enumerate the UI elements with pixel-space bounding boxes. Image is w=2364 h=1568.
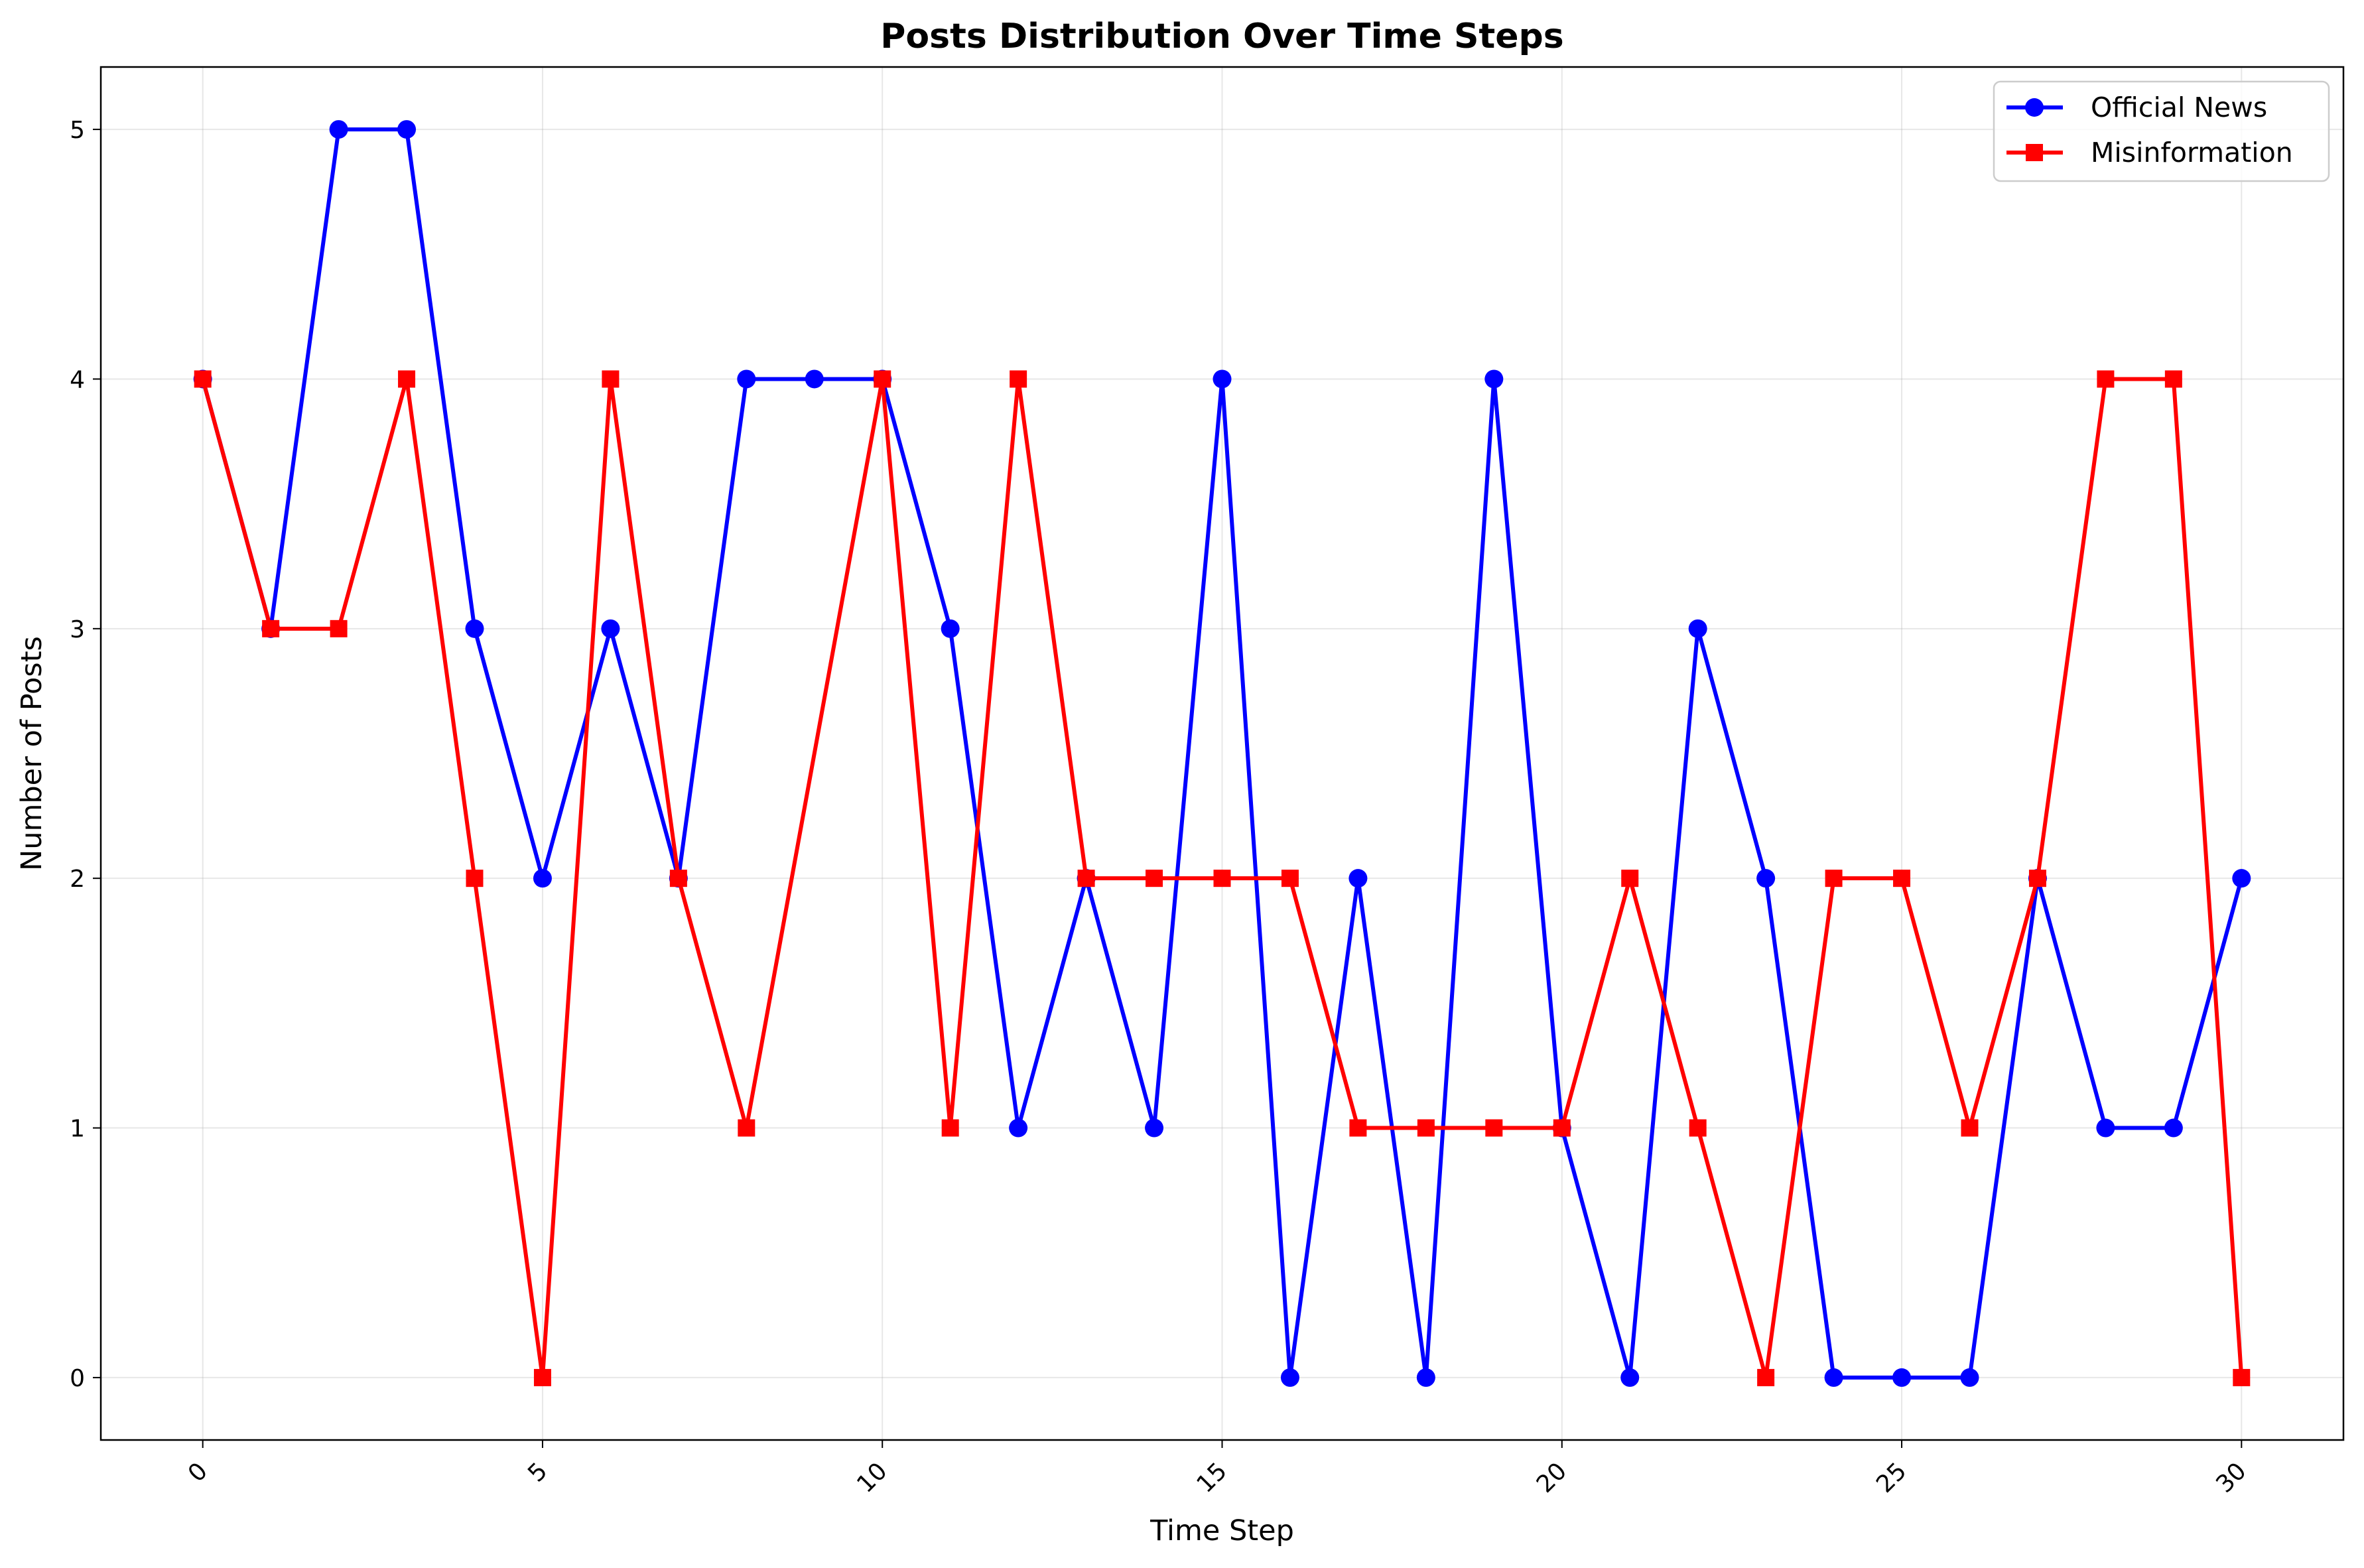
data-point-misinformation — [1961, 1119, 1979, 1137]
y-tick-label: 3 — [70, 616, 85, 643]
data-point-official-news — [1688, 619, 1707, 638]
data-point-official-news — [1892, 1368, 1912, 1387]
y-tick-label: 0 — [70, 1365, 85, 1392]
data-point-misinformation — [1213, 870, 1231, 887]
series-misinformation — [194, 370, 2251, 1386]
y-tick-label: 4 — [70, 366, 85, 393]
legend-label-misinformation: Misinformation — [2091, 137, 2293, 168]
series-layer — [193, 120, 2251, 1387]
x-axis-label: Time Step — [1149, 1514, 1294, 1547]
data-point-misinformation — [466, 870, 484, 887]
legend-marker-official-news — [2025, 98, 2044, 117]
series-line-misinformation — [200, 377, 2244, 1380]
y-tick-label: 2 — [70, 866, 85, 893]
data-point-misinformation — [1553, 1119, 1571, 1137]
data-point-official-news — [1620, 1368, 1640, 1387]
legend: Official News Misinformation — [1993, 80, 2330, 182]
data-point-official-news — [2164, 1118, 2183, 1138]
data-point-misinformation — [1825, 870, 1843, 887]
data-point-misinformation — [1281, 870, 1299, 887]
data-point-official-news — [1824, 1368, 1843, 1387]
y-tick-label: 1 — [70, 1116, 85, 1143]
data-point-misinformation — [1417, 1119, 1435, 1137]
legend-box — [1993, 80, 2330, 182]
chart-title: Posts Distribution Over Time Steps — [880, 17, 1563, 56]
data-point-misinformation — [874, 370, 891, 388]
data-point-misinformation — [398, 370, 416, 388]
data-point-misinformation — [2028, 870, 2046, 887]
data-point-official-news — [2096, 1118, 2115, 1138]
data-point-official-news — [941, 619, 960, 638]
data-point-official-news — [533, 869, 552, 888]
data-point-misinformation — [2233, 1368, 2251, 1386]
data-point-official-news — [1484, 369, 1504, 389]
y-axis-label: Number of Posts — [15, 636, 48, 871]
data-point-misinformation — [669, 870, 687, 887]
data-point-official-news — [601, 619, 620, 638]
data-point-official-news — [1756, 869, 1776, 888]
data-point-misinformation — [262, 620, 280, 637]
data-point-misinformation — [194, 370, 212, 388]
data-point-official-news — [1145, 1118, 1164, 1138]
data-point-official-news — [1348, 869, 1368, 888]
data-point-official-news — [397, 120, 417, 139]
data-point-misinformation — [738, 1119, 755, 1137]
data-point-misinformation — [2097, 370, 2115, 388]
data-point-misinformation — [1485, 1119, 1503, 1137]
data-point-misinformation — [941, 1119, 959, 1137]
data-point-official-news — [329, 120, 348, 139]
data-point-official-news — [1213, 369, 1232, 389]
data-point-misinformation — [1010, 370, 1027, 388]
data-point-misinformation — [2164, 370, 2182, 388]
data-point-misinformation — [1621, 870, 1639, 887]
data-point-official-news — [1416, 1368, 1435, 1387]
data-point-official-news — [805, 369, 824, 389]
data-point-misinformation — [1077, 870, 1095, 887]
data-point-misinformation — [602, 370, 620, 388]
data-point-misinformation — [533, 1368, 551, 1386]
data-point-misinformation — [330, 620, 348, 637]
data-point-official-news — [1009, 1118, 1028, 1138]
data-point-misinformation — [1146, 870, 1163, 887]
data-point-official-news — [1960, 1368, 1979, 1387]
data-point-misinformation — [1893, 870, 1911, 887]
data-point-official-news — [737, 369, 756, 389]
data-point-misinformation — [1349, 1119, 1367, 1137]
data-point-misinformation — [1757, 1368, 1775, 1386]
legend-label-official-news: Official News — [2091, 92, 2267, 123]
data-point-official-news — [1280, 1368, 1299, 1387]
legend-marker-misinformation — [2026, 144, 2043, 161]
data-point-official-news — [2232, 869, 2251, 888]
data-point-official-news — [465, 619, 484, 638]
data-point-misinformation — [1689, 1119, 1707, 1137]
y-tick-label: 5 — [70, 117, 85, 144]
